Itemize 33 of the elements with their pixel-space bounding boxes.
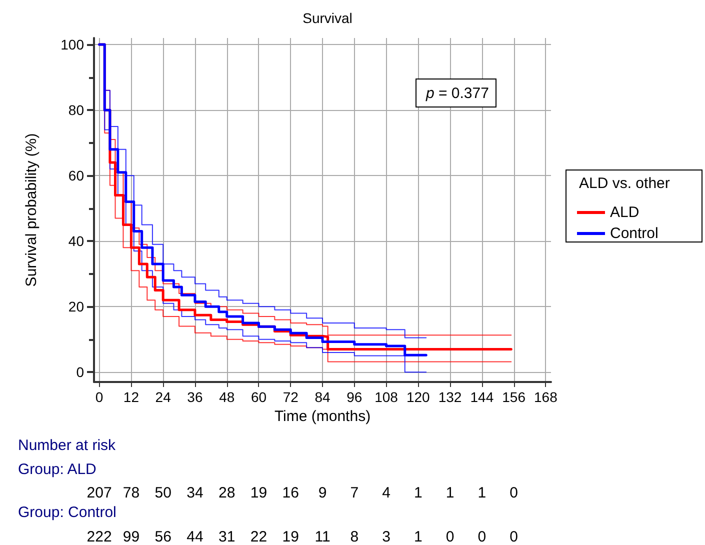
x-tick-label: 0 [95,389,104,405]
y-tick-label: 80 [68,102,84,118]
x-tick-label: 84 [314,389,330,405]
x-tick-label: 96 [346,389,362,405]
text: 222 99 56 44 31 22 19 11 8 3 1 0 0 0 [86,528,518,545]
text: Group: Control [18,504,116,521]
x-tick-label: 36 [187,389,203,405]
chart-title: Survival [302,10,352,26]
x-tick-label: 48 [219,389,235,405]
legend-title: ALD vs. other [579,175,670,192]
x-tick-label: 132 [438,389,462,405]
text: 207 78 50 34 28 19 16 9 7 4 1 1 1 0 [86,484,518,502]
text: Group: ALD [18,461,97,478]
x-tick-label: 168 [534,389,558,405]
y-tick-label: 20 [68,298,84,315]
x-tick-label: 60 [250,389,267,405]
legend-label: ALD [610,204,640,221]
x-axis-title: Time (months) [274,408,371,425]
y-tick-label: 0 [76,364,84,380]
y-tick-label: 60 [68,168,84,184]
y-tick-label: 40 [68,233,84,250]
y-axis-title: Survival probability (%) [23,133,40,287]
y-tick-label: 100 [60,36,84,53]
legend-label: Control [610,225,658,242]
x-tick-label: 12 [123,389,140,405]
x-tick-label: 120 [406,389,430,405]
text: Number at risk [18,437,116,454]
x-tick-label: 108 [374,389,398,405]
x-tick-label: 24 [155,389,172,405]
x-tick-label: 144 [470,389,494,405]
x-tick-label: 156 [502,389,526,405]
annotation: p = 0.377 [425,85,489,102]
x-tick-label: 72 [282,389,299,405]
